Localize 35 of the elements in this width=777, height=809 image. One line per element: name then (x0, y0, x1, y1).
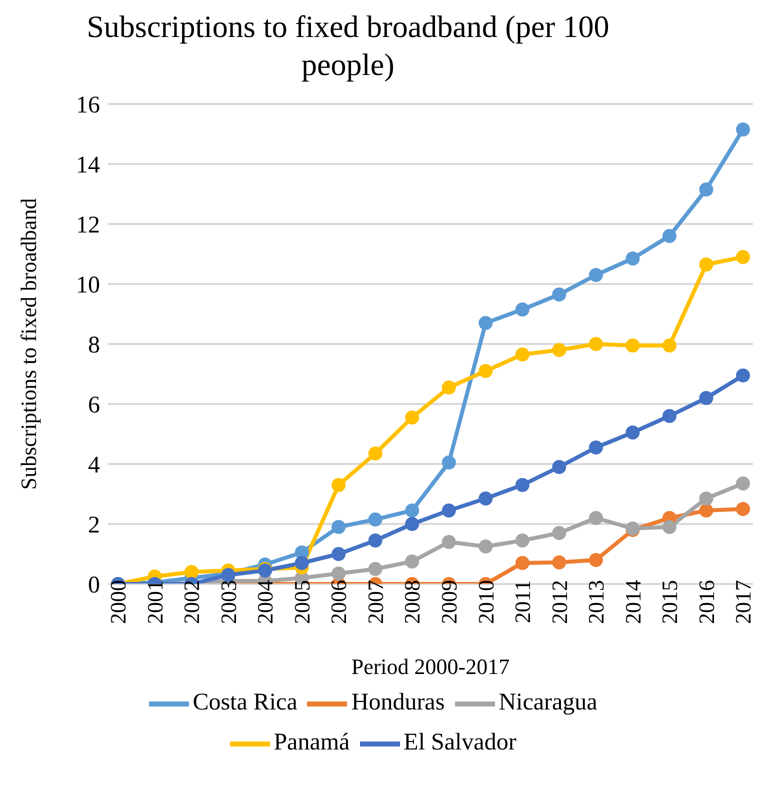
y-tick-label: 14 (76, 152, 100, 179)
x-tick-label: 2000 (106, 580, 131, 624)
chart-title: Subscriptions to fixed broadband (per 100 people) (86, 8, 610, 84)
x-tick-label: 2004 (252, 580, 278, 624)
x-tick-label: 2007 (362, 580, 388, 624)
x-tick-label: 2015 (657, 580, 682, 624)
x-tick-label: 2006 (326, 580, 352, 624)
y-tick-label: 0 (88, 572, 100, 599)
legend-label: El Salvador (404, 730, 516, 756)
x-tick-label: 2005 (289, 580, 314, 624)
y-tick-label: 16 (76, 92, 100, 119)
x-tick-label: 2017 (730, 580, 756, 624)
legend-label: Panamá (274, 730, 350, 756)
x-tick-label: 2003 (216, 580, 241, 624)
y-tick-label: 4 (88, 452, 100, 479)
x-tick-label: 2014 (620, 580, 646, 624)
legend-label: Nicaragua (498, 690, 598, 716)
y-tick-label: 2 (88, 512, 100, 539)
y-tick-label: 12 (76, 212, 100, 239)
y-tick-label: 10 (76, 272, 100, 299)
x-tick-label: 2008 (400, 580, 425, 624)
x-tick-label: 2009 (436, 580, 462, 624)
x-tick-label: 2001 (142, 580, 168, 624)
y-tick-label: 6 (88, 392, 100, 419)
x-tick-label: 2012 (546, 580, 572, 624)
y-axis-title: Subscriptions to fixed broadband (16, 198, 41, 490)
x-tick-label: 2010 (473, 580, 498, 624)
legend-label: Honduras (351, 690, 445, 716)
y-tick-label: 8 (88, 332, 100, 359)
legend-label: Costa Rica (192, 690, 298, 716)
x-tick-label: 2011 (510, 580, 536, 624)
x-axis-title: Period 2000-2017 (351, 654, 510, 679)
x-tick-label: 2013 (584, 580, 609, 624)
x-tick-label: 2002 (179, 580, 204, 624)
x-tick-label: 2016 (694, 580, 719, 624)
